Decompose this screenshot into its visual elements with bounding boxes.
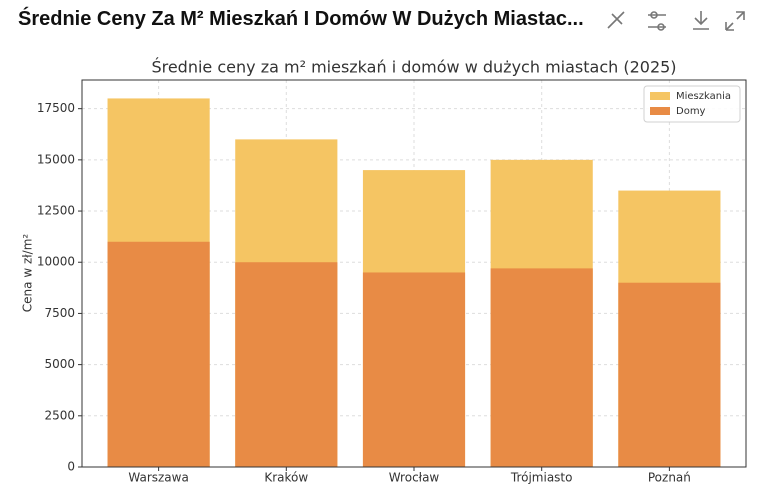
bar [490, 268, 593, 467]
y-tick-label: 2500 [44, 408, 75, 422]
x-tick-label: Kraków [264, 471, 308, 485]
legend-label: Domy [676, 106, 706, 117]
x-tick-label: Wrocław [389, 471, 440, 485]
y-tick-label: 10000 [37, 255, 75, 269]
y-axis-label: Cena w zł/m² [21, 234, 35, 313]
bar [618, 282, 721, 467]
legend: Mieszkania Domy [643, 85, 741, 123]
x-tick-label: Trójmiasto [510, 471, 573, 485]
toolbar [607, 11, 745, 31]
header-title: Średnie Ceny Za M² Mieszkań I Domów W Du… [18, 8, 584, 30]
bar [362, 272, 466, 467]
y-tick-label: 15000 [37, 152, 75, 166]
plot-frame [81, 79, 747, 468]
chart: Średnie ceny za m² mieszkań i domów w du… [21, 58, 747, 485]
legend-swatch [650, 92, 670, 100]
bar [235, 262, 338, 467]
legend-swatch [650, 107, 670, 115]
header: Średnie Ceny Za M² Mieszkań I Domów W Du… [0, 0, 768, 44]
x-tick-label: Poznań [648, 471, 691, 485]
expand-icon[interactable] [725, 11, 745, 31]
y-tick-label: 5000 [44, 357, 75, 371]
download-icon[interactable] [693, 11, 709, 30]
settings-icon[interactable] [648, 11, 666, 31]
pin-icon[interactable] [607, 11, 625, 29]
x-tick-label: Warszawa [128, 471, 188, 485]
y-tick-label: 12500 [37, 204, 75, 218]
y-tick-label: 0 [67, 460, 75, 474]
legend-label: Mieszkania [676, 91, 731, 102]
bar [107, 241, 210, 467]
y-tick-label: 17500 [37, 101, 75, 115]
y-tick-label: 7500 [44, 306, 75, 320]
chart-title: Średnie ceny za m² mieszkań i domów w du… [151, 58, 676, 77]
